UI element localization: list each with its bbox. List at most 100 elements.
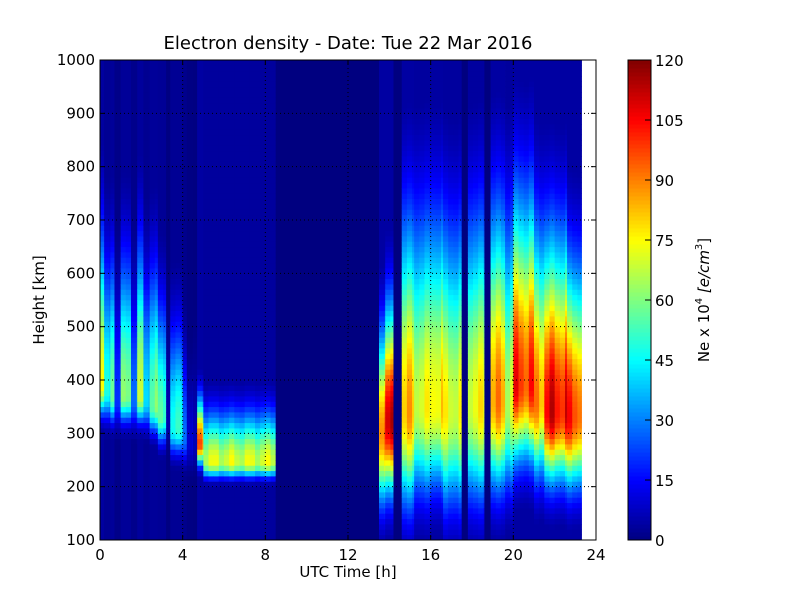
- heatmap-cell: [170, 204, 176, 210]
- heatmap-cell: [166, 193, 171, 200]
- heatmap-cell: [208, 513, 215, 520]
- heatmap-cell: [291, 284, 297, 290]
- heatmap-cell: [175, 166, 181, 173]
- heatmap-cell: [182, 438, 188, 445]
- heatmap-cell: [249, 369, 256, 376]
- heatmap-cell: [143, 65, 149, 72]
- heatmap-cell: [224, 236, 230, 242]
- heatmap-cell: [100, 438, 105, 445]
- heatmap-cell: [203, 374, 209, 381]
- heatmap-cell: [186, 166, 193, 173]
- heatmap-cell: [239, 460, 246, 466]
- heatmap-cell: [136, 156, 138, 162]
- heatmap-cell: [125, 417, 132, 424]
- heatmap-cell: [286, 92, 292, 98]
- heatmap-cell: [275, 417, 282, 424]
- heatmap-cell: [120, 204, 127, 210]
- heatmap-cell: [332, 161, 339, 168]
- heatmap-cell: [208, 369, 215, 376]
- heatmap-cell: [317, 65, 323, 72]
- heatmap-cell: [131, 156, 137, 162]
- heatmap-cell: [100, 470, 105, 477]
- heatmap-cell: [120, 182, 127, 189]
- heatmap-cell: [131, 342, 137, 349]
- heatmap-cell: [100, 241, 105, 248]
- heatmap-cell: [332, 124, 339, 130]
- heatmap-cell: [166, 156, 171, 162]
- heatmap-cell: [317, 214, 323, 221]
- heatmap-cell: [337, 118, 344, 125]
- heatmap-cell: [100, 433, 105, 440]
- heatmap-cell: [182, 534, 188, 541]
- heatmap-cell: [208, 294, 215, 301]
- heatmap-cell: [311, 406, 318, 413]
- heatmap-cell: [229, 150, 235, 157]
- heatmap-cell: [197, 316, 203, 322]
- heatmap-cell: [296, 513, 302, 520]
- heatmap-cell: [260, 454, 266, 461]
- heatmap-cell: [202, 492, 204, 498]
- heatmap-cell: [131, 92, 137, 98]
- heatmap-cell: [317, 236, 323, 242]
- heatmap-cell: [249, 257, 256, 264]
- heatmap-cell: [337, 358, 344, 365]
- heatmap-cell: [296, 220, 302, 226]
- heatmap-cell: [203, 518, 209, 525]
- heatmap-cell: [170, 380, 176, 386]
- heatmap-cell: [301, 289, 308, 296]
- heatmap-cell: [191, 97, 194, 104]
- heatmap-cell: [182, 305, 188, 312]
- heatmap-cell: [296, 145, 302, 152]
- heatmap-cell: [218, 385, 225, 392]
- heatmap-cell: [234, 273, 240, 280]
- heatmap-cell: [110, 310, 115, 317]
- heatmap-cell: [131, 476, 137, 482]
- heatmap-cell: [148, 289, 150, 296]
- heatmap-cell: [197, 486, 203, 493]
- heatmap-cell: [322, 454, 328, 461]
- heatmap-cell: [224, 316, 230, 322]
- heatmap-cell: [100, 70, 105, 77]
- heatmap-cell: [327, 214, 333, 221]
- heatmap-cell: [203, 513, 209, 520]
- heatmap-cell: [175, 390, 181, 397]
- heatmap-cell: [149, 353, 156, 360]
- heatmap-cell: [125, 188, 132, 194]
- heatmap-cell: [149, 300, 156, 306]
- heatmap-cell: [286, 81, 292, 88]
- heatmap-cell: [306, 422, 313, 429]
- heatmap-cell: [142, 337, 144, 344]
- heatmap-cell: [191, 465, 194, 472]
- heatmap-cell: [182, 300, 188, 306]
- heatmap-cell: [175, 97, 181, 104]
- heatmap-cell: [142, 214, 144, 221]
- heatmap-cell: [163, 374, 167, 381]
- heatmap-cell: [311, 294, 318, 301]
- heatmap-cell: [180, 380, 184, 386]
- heatmap-cell: [100, 390, 105, 397]
- heatmap-cell: [125, 230, 132, 237]
- heatmap-cell: [280, 268, 287, 274]
- heatmap-cell: [202, 348, 204, 354]
- heatmap-cell: [148, 364, 150, 370]
- heatmap-cell: [224, 390, 230, 397]
- heatmap-cell: [163, 412, 167, 418]
- heatmap-cell: [301, 150, 308, 157]
- heatmap-cell: [142, 460, 144, 466]
- heatmap-cell: [193, 97, 198, 104]
- heatmap-cell: [270, 486, 277, 493]
- heatmap-cell: [148, 257, 150, 264]
- heatmap-cell: [193, 241, 198, 248]
- heatmap-cell: [296, 214, 302, 221]
- heatmap-cell: [154, 417, 159, 424]
- heatmap-cell: [249, 134, 256, 141]
- heatmap-cell: [193, 454, 198, 461]
- heatmap-cell: [286, 70, 292, 77]
- heatmap-cell: [142, 524, 144, 530]
- heatmap-cell: [260, 76, 266, 82]
- heatmap-cell: [213, 70, 220, 77]
- heatmap-cell: [306, 374, 313, 381]
- heatmap-cell: [109, 65, 111, 72]
- heatmap-cell: [218, 390, 225, 397]
- heatmap-cell: [148, 465, 150, 472]
